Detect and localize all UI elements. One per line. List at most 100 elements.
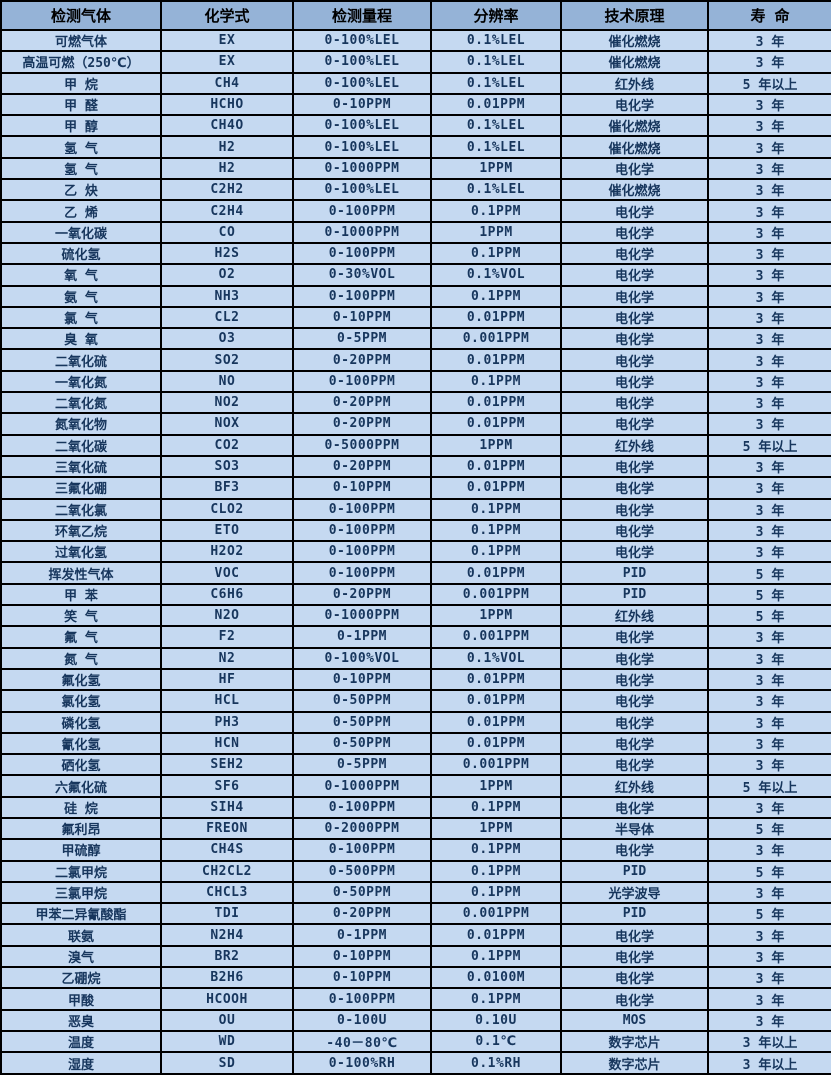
- resolution-cell: 1PPM: [430, 774, 562, 798]
- detection-range-cell: 0-100PPM: [292, 369, 432, 394]
- chemical-formula-cell: SO2: [160, 348, 294, 372]
- detection-range-cell: 0-100%VOL: [292, 646, 432, 670]
- table-row: 三氯甲烷 CHCL3 0-50PPM 0.1PPM 光学波导 3 年: [0, 880, 831, 905]
- table-row: 氯化氢 HCL 0-50PPM 0.01PPM 电化学 3 年: [0, 689, 831, 713]
- detection-range-cell: 0-10PPM: [292, 944, 432, 969]
- chemical-formula-cell: HCOOH: [160, 987, 294, 1011]
- technical-principle-cell: MOS: [560, 1008, 709, 1032]
- technical-principle-cell: 红外线: [560, 433, 709, 457]
- gas-name-cell: 磷化氢: [0, 710, 162, 734]
- table-row: 乙硼烷 B2H6 0-10PPM 0.0100M 电化学 3 年: [0, 966, 831, 990]
- chemical-formula-cell: O2: [160, 263, 294, 287]
- gas-name-cell: 氢 气: [0, 135, 162, 159]
- lifespan-cell: 3 年: [707, 135, 831, 159]
- technical-principle-cell: 电化学: [560, 327, 709, 351]
- table-row: 臭 氧 O3 0-5PPM 0.001PPM 电化学 3 年: [0, 327, 831, 351]
- detection-range-cell: 0-50PPM: [292, 689, 432, 713]
- technical-principle-cell: 电化学: [560, 731, 709, 756]
- table-row: 六氟化硫 SF6 0-1000PPM 1PPM 红外线 5 年以上: [0, 774, 831, 798]
- resolution-cell: 0.1PPM: [430, 859, 562, 883]
- detection-range-cell: 0-100PPM: [292, 561, 432, 585]
- gas-name-cell: 二氧化氮: [0, 391, 162, 415]
- table-row: 挥发性气体 VOC 0-100PPM 0.01PPM PID 5 年: [0, 561, 831, 585]
- chemical-formula-cell: NO: [160, 369, 294, 394]
- lifespan-cell: 5 年以上: [707, 433, 831, 457]
- technical-principle-cell: PID: [560, 902, 709, 926]
- resolution-cell: 0.01PPM: [430, 454, 562, 479]
- gas-name-cell: 二氧化碳: [0, 433, 162, 457]
- technical-principle-cell: 电化学: [560, 412, 709, 436]
- resolution-cell: 0.10U: [430, 1008, 562, 1032]
- table-row: 甲酸 HCOOH 0-100PPM 0.1PPM 电化学 3 年: [0, 987, 831, 1011]
- resolution-cell: 0.1%VOL: [430, 263, 562, 287]
- table-row: 氢 气 H2 0-1000PPM 1PPM 电化学 3 年: [0, 156, 831, 181]
- resolution-cell: 0.01PPM: [430, 391, 562, 415]
- gas-name-cell: 氢 气: [0, 156, 162, 181]
- gas-name-cell: 环氧乙烷: [0, 518, 162, 543]
- table-row: 甲 烷 CH4 0-100%LEL 0.1%LEL 红外线 5 年以上: [0, 71, 831, 95]
- chemical-formula-cell: OU: [160, 1008, 294, 1032]
- gas-name-cell: 氯 气: [0, 305, 162, 330]
- lifespan-cell: 3 年: [707, 646, 831, 670]
- table-row: 乙 炔 C2H2 0-100%LEL 0.1%LEL 催化燃烧 3 年: [0, 178, 831, 202]
- chemical-formula-cell: PH3: [160, 710, 294, 734]
- chemical-formula-cell: CO: [160, 220, 294, 244]
- resolution-cell: 0.01PPM: [430, 92, 562, 117]
- detection-range-cell: 0-30%VOL: [292, 263, 432, 287]
- chemical-formula-cell: CLO2: [160, 497, 294, 521]
- lifespan-cell: 3 年: [707, 710, 831, 734]
- chemical-formula-cell: N2O: [160, 604, 294, 628]
- lifespan-cell: 3 年: [707, 220, 831, 244]
- resolution-cell: 0.1%LEL: [430, 178, 562, 202]
- detection-range-cell: 0-100PPM: [292, 838, 432, 862]
- table-row: 笑 气 N2O 0-1000PPM 1PPM 红外线 5 年: [0, 604, 831, 628]
- lifespan-cell: 3 年: [707, 838, 831, 862]
- chemical-formula-cell: ETO: [160, 518, 294, 543]
- table-row: 氟利昂 FREON 0-2000PPM 1PPM 半导体 5 年: [0, 816, 831, 841]
- lifespan-cell: 3 年: [707, 305, 831, 330]
- resolution-cell: 0.1℃: [430, 1029, 562, 1054]
- lifespan-cell: 3 年: [707, 1008, 831, 1032]
- table-row: 二氧化碳 CO2 0-5000PPM 1PPM 红外线 5 年以上: [0, 433, 831, 457]
- detection-range-cell: 0-1000PPM: [292, 220, 432, 244]
- detection-range-cell: 0-1000PPM: [292, 604, 432, 628]
- technical-principle-cell: 红外线: [560, 604, 709, 628]
- gas-name-cell: 甲 烷: [0, 71, 162, 95]
- gas-name-cell: 甲 醛: [0, 92, 162, 117]
- lifespan-cell: 3 年: [707, 327, 831, 351]
- detection-range-cell: 0-1PPM: [292, 923, 432, 947]
- lifespan-cell: 3 年以上: [707, 1029, 831, 1054]
- resolution-cell: 1PPM: [430, 604, 562, 628]
- resolution-cell: 0.01PPM: [430, 710, 562, 734]
- chemical-formula-cell: SIH4: [160, 795, 294, 819]
- table-row: 氧 气 O2 0-30%VOL 0.1%VOL 电化学 3 年: [0, 263, 831, 287]
- technical-principle-cell: 电化学: [560, 348, 709, 372]
- lifespan-cell: 3 年: [707, 731, 831, 756]
- resolution-cell: 0.1PPM: [430, 838, 562, 862]
- table-row: 甲硫醇 CH4S 0-100PPM 0.1PPM 电化学 3 年: [0, 838, 831, 862]
- lifespan-cell: 3 年: [707, 454, 831, 479]
- detection-range-cell: 0-5PPM: [292, 753, 432, 777]
- detection-range-cell: 0-2000PPM: [292, 816, 432, 841]
- technical-principle-cell: 红外线: [560, 71, 709, 95]
- resolution-cell: 1PPM: [430, 433, 562, 457]
- gas-name-cell: 乙 炔: [0, 178, 162, 202]
- lifespan-cell: 3 年: [707, 923, 831, 947]
- technical-principle-cell: 催化燃烧: [560, 135, 709, 159]
- resolution-cell: 0.1PPM: [430, 540, 562, 564]
- table-row: 过氧化氢 H2O2 0-100PPM 0.1PPM 电化学 3 年: [0, 540, 831, 564]
- chemical-formula-cell: FREON: [160, 816, 294, 841]
- lifespan-cell: 3 年: [707, 391, 831, 415]
- detection-range-cell: 0-100PPM: [292, 284, 432, 308]
- chemical-formula-cell: SD: [160, 1051, 294, 1075]
- chemical-formula-cell: HCN: [160, 731, 294, 756]
- header-resolution: 分辨率: [430, 0, 562, 31]
- technical-principle-cell: 催化燃烧: [560, 50, 709, 74]
- resolution-cell: 1PPM: [430, 156, 562, 181]
- chemical-formula-cell: H2: [160, 156, 294, 181]
- gas-name-cell: 氟 气: [0, 625, 162, 649]
- resolution-cell: 0.1%VOL: [430, 646, 562, 670]
- resolution-cell: 0.1PPM: [430, 241, 562, 266]
- chemical-formula-cell: CH4S: [160, 838, 294, 862]
